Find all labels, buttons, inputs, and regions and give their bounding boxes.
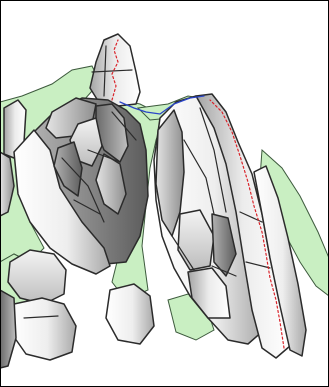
rock-crack: [199, 107, 227, 213]
rock-left-pillar-base: [0, 151, 15, 217]
route-line-blue: [119, 95, 205, 115]
rock-crack: [183, 139, 215, 215]
rock-summit-crack: [91, 69, 133, 73]
rock-crack: [61, 157, 105, 223]
rock-right-pinnacle-flake: [253, 165, 307, 357]
rock-crack: [171, 235, 195, 271]
rock-crack: [23, 315, 59, 319]
rock-crack: [73, 199, 101, 215]
rock-lower-left-shadow: [0, 289, 17, 369]
route-line-red: [111, 39, 119, 101]
rock-left-buttress-block: [95, 153, 127, 215]
rock-crack: [245, 261, 271, 269]
rock-lower-left-block: [11, 297, 77, 361]
route-line-red: [209, 99, 285, 349]
rock-summit-crack: [103, 45, 107, 97]
rock-formations: [0, 33, 307, 369]
route-lines: [111, 39, 285, 349]
rock-crack: [111, 111, 137, 141]
rock-central-pinnacle-block: [177, 209, 215, 271]
rock-central-pinnacle-left: [155, 109, 185, 237]
rock-crack: [211, 265, 237, 277]
rock-central-pinnacle-block: [187, 267, 231, 319]
rock-lower-left-boulder: [7, 249, 67, 305]
rock-left-buttress-block: [53, 141, 83, 197]
rock-left-buttress-face: [13, 129, 111, 275]
rock-central-pinnacle-block: [211, 213, 237, 277]
rock-lower-centre-block: [105, 283, 155, 345]
rock-crack: [87, 149, 121, 163]
